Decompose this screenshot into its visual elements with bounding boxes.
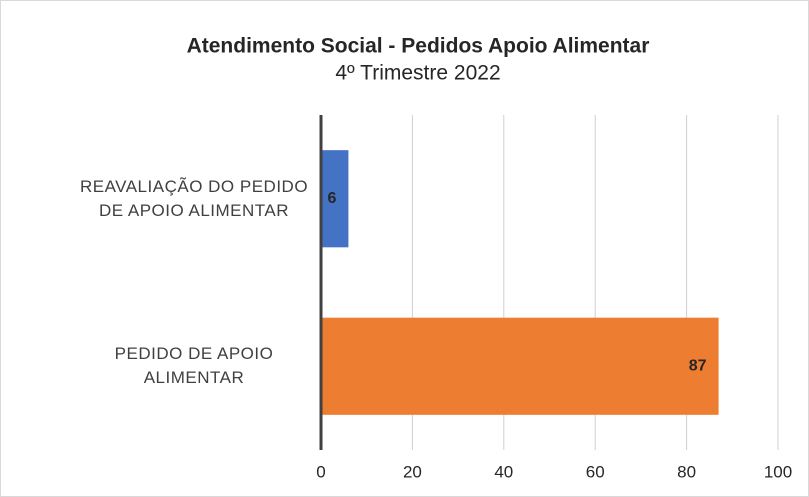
x-tick-label: 0 — [316, 462, 325, 481]
x-tick-label: 100 — [764, 462, 792, 481]
data-label: 87 — [689, 357, 707, 374]
x-tick-label: 80 — [677, 462, 696, 481]
x-tick-label: 40 — [494, 462, 513, 481]
bar — [321, 150, 349, 248]
x-tick-label: 60 — [586, 462, 605, 481]
data-label: 6 — [328, 190, 337, 207]
bar — [321, 317, 719, 415]
x-tick-label: 20 — [403, 462, 422, 481]
y-tick-label: REAVALIAÇÃO DO PEDIDO DE APOIO ALIMENTAR — [79, 176, 309, 220]
chart-title: Atendimento Social - Pedidos Apoio Alime… — [187, 35, 650, 58]
chart-subtitle: 4º Trimestre 2022 — [335, 62, 500, 85]
y-tick-label: PEDIDO DE APOIO ALIMENTAR — [114, 344, 274, 388]
